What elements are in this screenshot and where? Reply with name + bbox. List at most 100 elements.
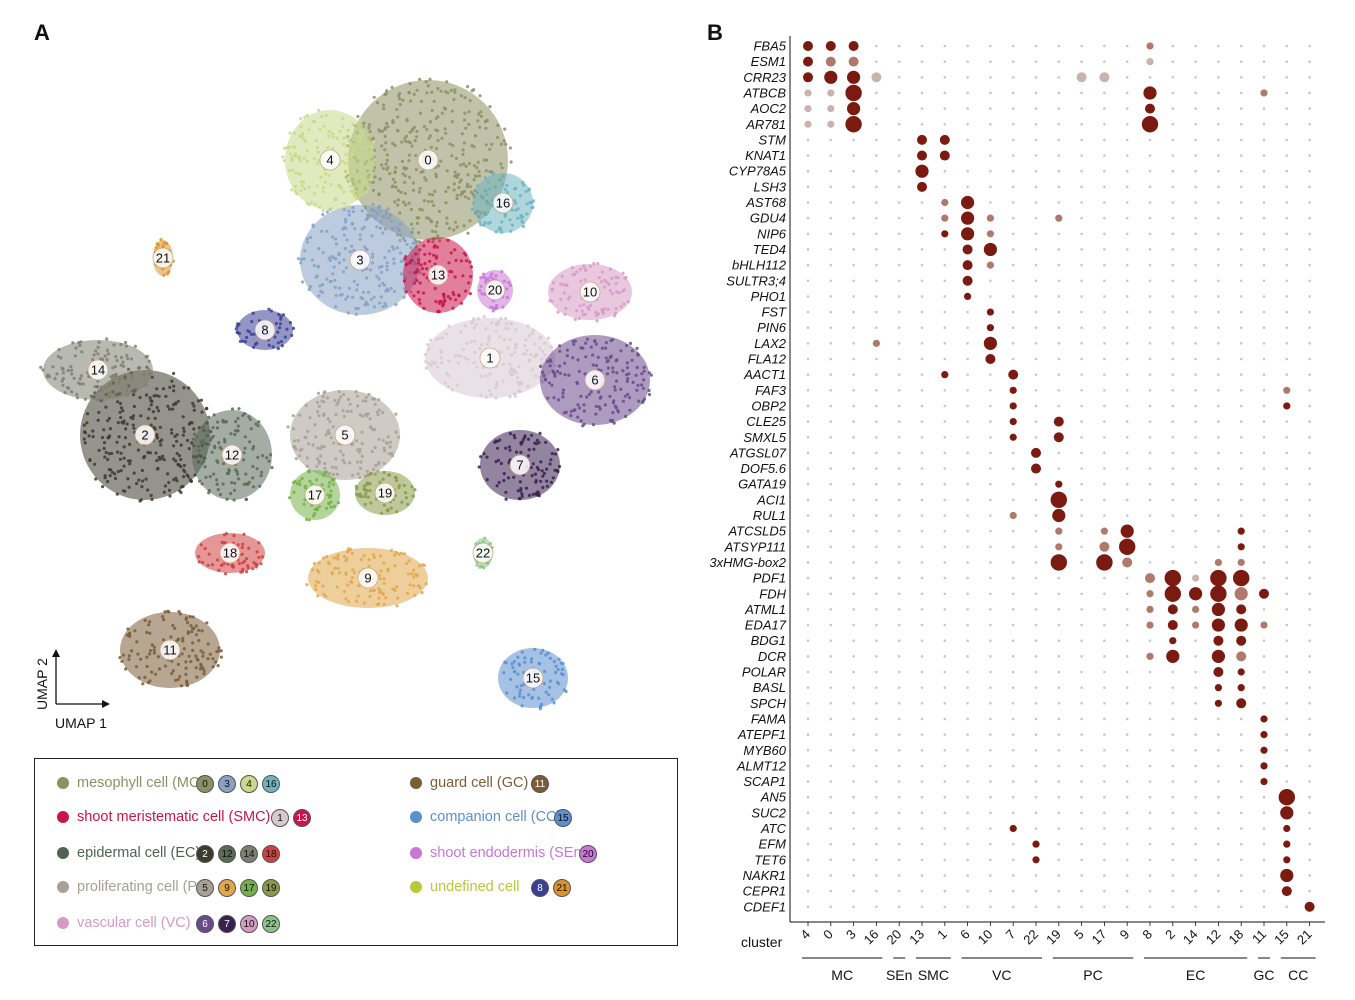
bg-dot [829, 279, 833, 283]
umap-label-20: 20 [484, 279, 506, 301]
bg-dot [1057, 279, 1061, 283]
bg-dot [920, 263, 924, 267]
bg-dot [1080, 373, 1083, 376]
bg-dot [1308, 122, 1311, 126]
bg-dot [852, 874, 855, 877]
bg-dot [989, 91, 992, 95]
bg-dot [1057, 623, 1061, 627]
bg-dot [1034, 467, 1038, 470]
bg-dot [989, 482, 992, 486]
bg-dot [1080, 733, 1083, 736]
bg-dot [1171, 342, 1175, 345]
bg-dot [1103, 842, 1106, 846]
bg-dot [875, 482, 878, 486]
gene-label-POLAR: POLAR [742, 665, 786, 680]
bg-dot [806, 107, 810, 110]
bg-dot [1034, 185, 1038, 189]
svg-text:10: 10 [583, 285, 597, 300]
gene-label-ATCSLD5: ATCSLD5 [727, 524, 786, 539]
dot-ATC-7 [1009, 824, 1017, 833]
bg-dot [1011, 76, 1015, 79]
cluster-tick-label-21: 21 [1294, 927, 1315, 948]
dot-EDA17-2 [1167, 620, 1178, 631]
bg-dot [1308, 842, 1311, 846]
bg-dot [1239, 373, 1243, 376]
bg-dot [1034, 44, 1038, 48]
bg-dot [1285, 295, 1289, 298]
gene-label-FLA12: FLA12 [748, 352, 787, 367]
bg-dot [852, 44, 855, 48]
bg-dot [1217, 138, 1220, 142]
bg-dot [829, 404, 833, 408]
bg-dot [1011, 639, 1015, 642]
bg-dot [1194, 76, 1197, 79]
bg-dot [920, 76, 924, 79]
bg-dot [1125, 404, 1129, 408]
bg-dot [1171, 811, 1175, 815]
bg-dot [1217, 467, 1220, 470]
bg-dot [875, 764, 878, 768]
legend-badge-12: 12 [218, 845, 236, 863]
dot-ATSYP111-19 [1055, 543, 1063, 551]
bg-dot [875, 529, 878, 533]
bg-dot [943, 467, 947, 470]
dot-GDU4-19 [1055, 214, 1063, 222]
bg-dot [1171, 842, 1175, 846]
bg-dot [1057, 107, 1061, 110]
bg-dot [1239, 795, 1243, 799]
bg-dot [829, 811, 833, 815]
bg-dot [1194, 514, 1197, 517]
bg-dot [989, 122, 992, 126]
bg-dot [1171, 467, 1175, 470]
bg-dot [1103, 185, 1106, 189]
dot-ATCSLD5-18 [1237, 527, 1245, 535]
bg-dot [966, 201, 969, 204]
umap-label-1: 1 [479, 347, 501, 369]
bg-dot [943, 279, 947, 283]
legend-cluster-badges: 20 [579, 845, 597, 863]
bg-dot [852, 655, 855, 658]
bg-dot [1308, 576, 1311, 580]
gene-label-SUC2: SUC2 [751, 805, 786, 820]
bg-dot [829, 717, 833, 721]
bg-dot [920, 561, 924, 564]
bg-dot [989, 639, 992, 642]
bg-dot [1171, 122, 1175, 126]
bg-dot [852, 576, 855, 580]
bg-dot [943, 514, 947, 517]
cluster-tick-label-7: 7 [1003, 927, 1019, 943]
bg-dot [1057, 154, 1061, 157]
bg-dot [1308, 623, 1311, 627]
group-label-CC: CC [1288, 967, 1308, 983]
bg-dot [1239, 60, 1243, 63]
bg-dot [1239, 764, 1243, 768]
bg-dot [1011, 451, 1015, 455]
bg-dot [1239, 686, 1243, 689]
bg-dot [966, 811, 969, 815]
bg-dot [897, 91, 901, 95]
cluster-tick-label-11: 11 [1249, 927, 1269, 947]
dot-ATML1-2 [1167, 604, 1178, 615]
bg-dot [1308, 279, 1311, 283]
bg-dot [1217, 702, 1220, 705]
legend-entry-0: mesophyll cell (MC) [57, 775, 204, 791]
bg-dot [829, 623, 833, 627]
bg-dot [1217, 686, 1220, 689]
bg-dot [943, 201, 947, 204]
bg-dot [829, 905, 833, 909]
dot-ATSYP111-17 [1099, 541, 1110, 552]
bg-dot [1217, 154, 1220, 157]
bg-dot [1080, 389, 1083, 392]
bg-dot [875, 138, 878, 142]
dot-FAMA-11 [1260, 715, 1268, 723]
bg-dot [1057, 764, 1061, 768]
bg-dot [989, 529, 992, 533]
bg-dot [806, 138, 810, 142]
bg-dot [920, 216, 924, 220]
bg-dot [1011, 201, 1015, 204]
bg-dot [806, 795, 810, 799]
cluster-tick-label-0: 0 [820, 927, 836, 943]
bg-dot [1148, 780, 1152, 783]
gene-label-CDEF1: CDEF1 [743, 899, 786, 914]
